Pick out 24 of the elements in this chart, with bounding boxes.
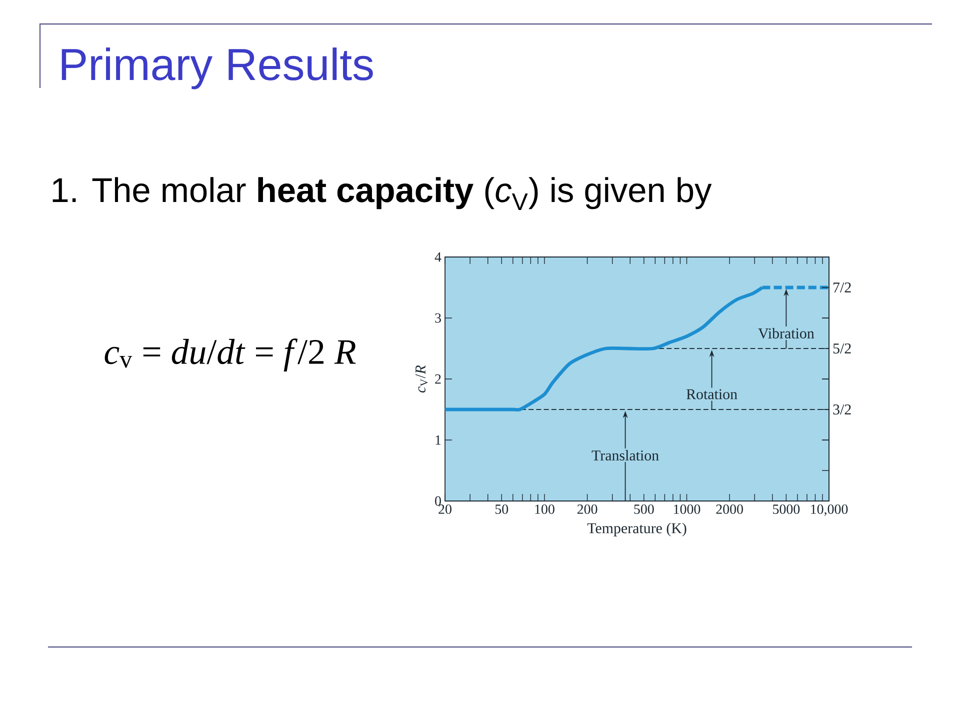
x-tick-label: 50: [495, 504, 508, 514]
y2-tick-label: 7/2: [834, 282, 851, 293]
y-tick-label: 1: [436, 435, 441, 445]
x-tick-label: 20: [438, 504, 452, 514]
y2-tick-label: 5/2: [833, 343, 851, 354]
x-tick-label: 500: [634, 504, 654, 514]
y-tick-label: 2: [435, 374, 441, 384]
text: c$_{v}$ = du/dt = f/2 R: [104, 338, 356, 372]
chart-title: Primary Results: [62, 48, 373, 90]
x-tick-label: 5000: [773, 504, 800, 514]
x-tick-label: 200: [577, 504, 598, 514]
annotation: Rotation: [686, 389, 738, 400]
x-axis-title: Temperature (K): [587, 522, 686, 536]
x-tick-label: 2000: [716, 504, 743, 514]
y-tick-label: 0: [435, 496, 441, 506]
y-tick-label: 4: [434, 252, 442, 262]
x-tick-label: 1000: [674, 504, 700, 514]
annotation: Vibration: [758, 328, 814, 339]
chart-subtitle: 1. The molar heat capacity (c$_{V}$) is given by: [52, 177, 712, 210]
y-tick-label: 3: [435, 313, 441, 323]
x-tick-label: 100: [535, 504, 554, 514]
annotation: Translation: [592, 450, 659, 460]
x-tick-label: 10,000: [811, 504, 848, 516]
y2-tick-label: 3/2: [833, 404, 851, 415]
